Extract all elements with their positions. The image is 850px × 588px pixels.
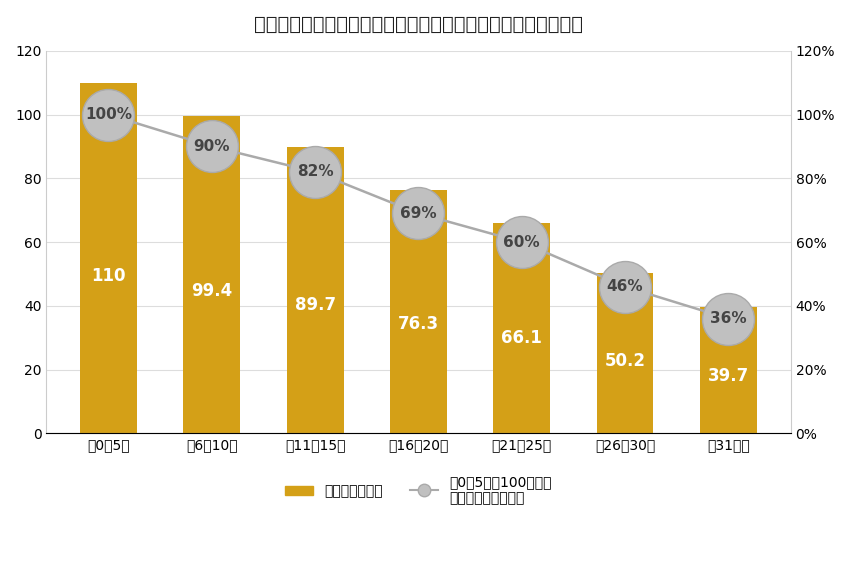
Text: 66.1: 66.1 bbox=[502, 329, 542, 348]
Point bbox=[722, 314, 735, 323]
Point bbox=[411, 209, 425, 218]
Bar bbox=[286, 148, 343, 433]
Text: 100%: 100% bbox=[85, 107, 132, 122]
Text: 82%: 82% bbox=[297, 165, 333, 179]
Point bbox=[309, 167, 322, 176]
Text: 46%: 46% bbox=[607, 279, 643, 294]
Text: 36%: 36% bbox=[710, 311, 746, 326]
Text: 99.4: 99.4 bbox=[191, 282, 232, 300]
Text: 110: 110 bbox=[91, 266, 126, 285]
Text: 39.7: 39.7 bbox=[708, 368, 749, 385]
Point bbox=[102, 110, 116, 119]
Bar bbox=[597, 273, 654, 433]
Point bbox=[515, 238, 529, 247]
Bar bbox=[184, 116, 241, 433]
Text: 90%: 90% bbox=[194, 139, 230, 154]
Bar bbox=[80, 83, 137, 433]
Bar bbox=[493, 223, 550, 433]
Text: 60%: 60% bbox=[503, 235, 540, 249]
Text: 76.3: 76.3 bbox=[398, 315, 439, 333]
Bar bbox=[700, 307, 756, 433]
Point bbox=[618, 282, 632, 292]
Bar bbox=[390, 190, 447, 433]
Text: 50.2: 50.2 bbox=[604, 352, 645, 370]
Text: 69%: 69% bbox=[400, 206, 437, 221]
Point bbox=[205, 142, 218, 151]
Legend: ㎡単価（万円）, 築0～5年を100とした
場合の価値の減少率: ㎡単価（万円）, 築0～5年を100とした 場合の価値の減少率 bbox=[280, 469, 558, 510]
Title: 【首都圏】中古マンションの築年帯ごとの成約㎡単価（万円）: 【首都圏】中古マンションの築年帯ごとの成約㎡単価（万円） bbox=[254, 15, 583, 34]
Text: 89.7: 89.7 bbox=[295, 296, 336, 313]
